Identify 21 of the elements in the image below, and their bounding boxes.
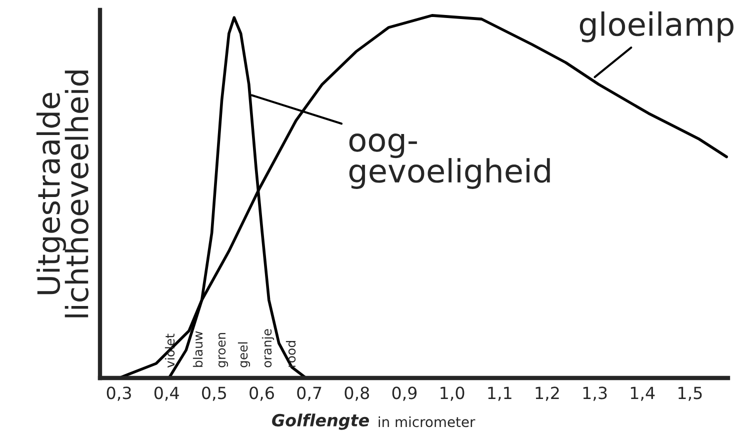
x-tick-label: 0,5	[202, 386, 226, 401]
x-tick-label: 1,3	[583, 386, 607, 401]
x-tick-label: 0,8	[344, 386, 370, 401]
x-tick-label: 1,0	[440, 386, 464, 401]
annotation: gloeilamp	[580, 11, 734, 42]
x-tick-label: 1,1	[488, 386, 512, 401]
x-tick-label: 0,4	[154, 386, 179, 401]
x-tick-label: 0,3	[106, 386, 131, 401]
x-tick-label: 0,7	[297, 386, 322, 401]
x-tick-label: 0,9	[392, 386, 417, 401]
x-axis-title: Golflengte in micrometer	[272, 414, 476, 430]
y-axis-title: Uitgestraalde lichthoeveelheid	[36, 70, 89, 318]
annotation: groen	[218, 333, 228, 368]
x-tick-label: 1,5	[678, 386, 702, 401]
annotation: blauw	[192, 331, 203, 367]
annotation: geel	[238, 342, 250, 368]
x-tick-label: 1,4	[630, 386, 655, 401]
annotation: oog- gevoeligheid	[349, 134, 550, 189]
x-tick-label: 1,2	[536, 386, 559, 401]
annotation: oranje	[262, 329, 274, 368]
x-tick-label: 0,6	[250, 386, 274, 401]
